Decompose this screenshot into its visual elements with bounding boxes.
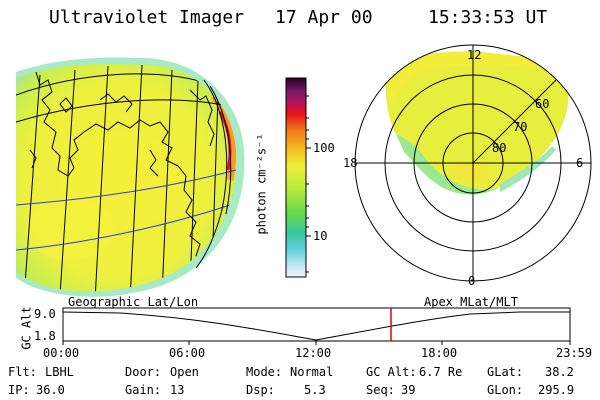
instrument-title: Ultraviolet Imager: [49, 7, 245, 28]
auroral-emission-region: [385, 51, 569, 192]
status-mode-label: Mode:: [246, 365, 283, 379]
status-filter-value: LBHL: [45, 365, 74, 379]
status-ip-label: IP:: [8, 383, 30, 397]
lat-label-60: 60: [535, 97, 550, 111]
colorbar-tick-100: 100: [313, 141, 335, 155]
mlt-label-dawn: 6: [576, 156, 584, 170]
polar-grid: [354, 44, 592, 282]
status-gcalt-value: 6.7 Re: [419, 365, 463, 379]
timeline-x-tick-4: 23:59: [556, 346, 593, 360]
timeline-x-tick-2: 12:00: [295, 346, 332, 360]
timeline-y-tick-low: 1.8: [34, 329, 56, 343]
observation-time: 15:33:53 UT: [428, 7, 548, 28]
mlt-label-midnight: 0: [468, 274, 476, 288]
status-glat-value: 38.2: [545, 365, 574, 379]
lat-label-80: 80: [492, 141, 507, 155]
mlt-label-noon: 12: [467, 48, 482, 62]
timeline-right-title: Apex MLat/MLT: [424, 295, 518, 309]
status-mode-value: Normal: [290, 365, 334, 379]
mlt-label-dusk: 18: [343, 156, 358, 170]
status-gain-value: 13: [170, 383, 185, 397]
status-seq-value: 39: [401, 383, 416, 397]
observation-date: 17 Apr 00: [275, 7, 373, 28]
status-door-label: Door:: [125, 365, 162, 379]
status-ip-value: 36.0: [36, 383, 65, 397]
status-seq-label: Seq:: [366, 383, 395, 397]
coastline-outline: [29, 71, 215, 263]
status-filter-label: Flt:: [8, 365, 37, 379]
colorbar-tick-10: 10: [313, 229, 328, 243]
timeline-x-tick-1: 06:00: [169, 346, 206, 360]
lat-label-70: 70: [513, 120, 528, 134]
timeline-y-tick-high: 9.0: [34, 307, 56, 321]
status-glon-value: 295.9: [538, 383, 575, 397]
status-gcalt-label: GC Alt:: [366, 365, 417, 379]
equator-line: [16, 169, 237, 206]
status-gain-label: Gain:: [125, 383, 162, 397]
status-dsp-label: Dsp:: [246, 383, 275, 397]
timeline-left-title: Geographic Lat/Lon: [68, 295, 199, 309]
altitude-curve: [62, 311, 570, 341]
status-dsp-value: 5.3: [304, 383, 326, 397]
colorbar-gradient: [285, 77, 307, 278]
timeline-x-tick-0: 00:00: [43, 346, 80, 360]
status-glon-label: GLon:: [487, 383, 524, 397]
timeline-x-tick-3: 18:00: [421, 346, 458, 360]
status-glat-label: GLat:: [487, 365, 524, 379]
status-door-value: Open: [170, 365, 199, 379]
